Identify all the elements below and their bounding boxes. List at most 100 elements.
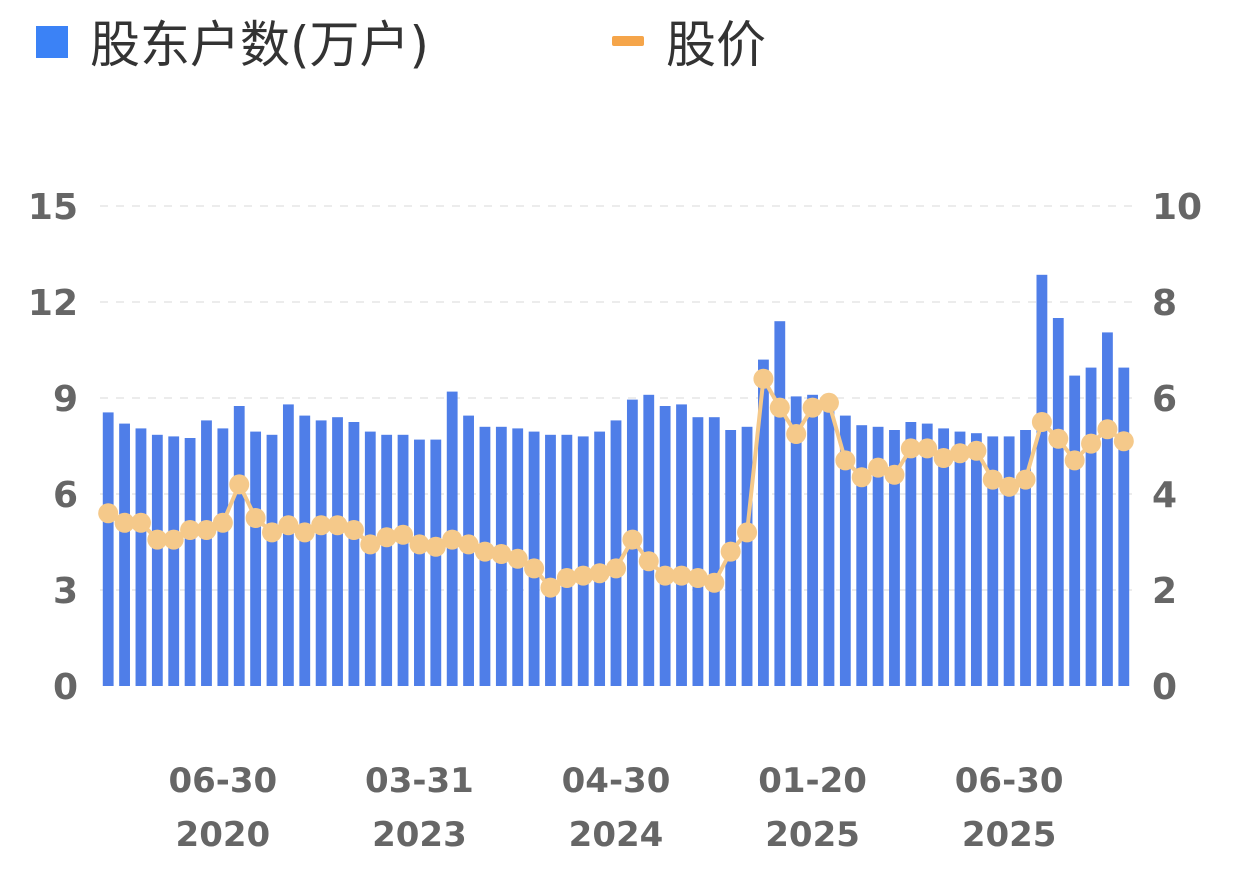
- price-point: [278, 515, 299, 536]
- bar-holders: [1052, 318, 1064, 686]
- price-point: [474, 541, 495, 562]
- bar-holders: [823, 402, 835, 686]
- price-point: [868, 457, 889, 478]
- bar-holders: [954, 431, 966, 686]
- price-point: [294, 522, 315, 543]
- left-axis-tick-label: 15: [28, 187, 78, 228]
- bar-holders: [1036, 274, 1048, 686]
- bar-holders: [348, 422, 360, 686]
- price-point: [917, 438, 938, 459]
- price-point: [1097, 419, 1118, 440]
- price-point: [1048, 428, 1069, 449]
- price-point: [360, 534, 381, 555]
- bar-holders: [758, 359, 769, 686]
- right-axis-tick-label: 6: [1152, 379, 1177, 420]
- price-point: [835, 450, 856, 471]
- bar-holders: [1069, 375, 1081, 686]
- price-point: [1031, 412, 1052, 432]
- price-point: [130, 512, 151, 533]
- bar-holders: [414, 439, 425, 686]
- price-point: [687, 568, 708, 588]
- price-point: [933, 448, 954, 468]
- bar-holders: [872, 426, 884, 686]
- bar-holders: [938, 428, 950, 686]
- bar-holders: [561, 434, 573, 686]
- x-tick-year: 2025: [765, 815, 860, 855]
- price-point: [376, 527, 397, 548]
- bar-holders: [364, 431, 376, 686]
- bar-holders: [790, 396, 802, 686]
- price-point: [589, 563, 610, 584]
- bar-holders: [577, 436, 589, 686]
- bar-holders: [151, 434, 163, 686]
- price-point: [524, 558, 545, 579]
- price-point: [900, 438, 921, 459]
- price-point: [950, 443, 970, 464]
- x-tick-date: 06-30: [168, 761, 277, 801]
- bar-holders: [1118, 367, 1130, 686]
- right-axis-tick-label: 4: [1152, 475, 1177, 516]
- bar-holders: [856, 425, 868, 686]
- bar-holders: [545, 434, 556, 686]
- price-point: [327, 515, 348, 536]
- bar-holders: [921, 423, 933, 686]
- bar-series-holders: [102, 274, 1130, 686]
- right-axis-tick-label: 8: [1152, 283, 1177, 324]
- bar-holders: [1102, 332, 1113, 686]
- bar-holders: [119, 423, 130, 686]
- bar-holders: [332, 417, 343, 686]
- price-point: [622, 529, 643, 550]
- bar-holders: [1020, 430, 1031, 686]
- price-point: [540, 577, 561, 598]
- line-series-price: [98, 368, 1134, 598]
- legend-line-swatch: [612, 36, 644, 46]
- x-tick-date: 04-30: [562, 761, 671, 801]
- price-point: [851, 467, 872, 488]
- price-point: [818, 392, 839, 413]
- bar-holders: [659, 406, 671, 686]
- left-axis-tick-label: 0: [53, 667, 78, 708]
- price-point: [212, 512, 233, 533]
- price-point: [425, 536, 446, 557]
- bar-holders: [1003, 436, 1015, 686]
- price-point: [638, 551, 659, 572]
- bar-holders: [594, 431, 606, 686]
- legend-bar-label: 股东户数(万户): [90, 16, 429, 74]
- price-point: [769, 397, 790, 418]
- price-point: [1015, 469, 1036, 490]
- x-tick-year: 2024: [569, 815, 664, 855]
- bar-holders: [987, 436, 999, 686]
- price-point: [196, 520, 217, 540]
- price-point: [606, 558, 626, 579]
- price-point: [180, 520, 201, 540]
- right-y-axis: 0 2 4 6 8 10: [1152, 187, 1202, 708]
- price-point: [114, 512, 135, 533]
- bar-holders: [102, 412, 114, 686]
- price-point: [982, 469, 1003, 490]
- price-point: [737, 522, 758, 543]
- price-point: [311, 515, 332, 536]
- bar-holders: [299, 415, 311, 686]
- price-point: [147, 529, 168, 550]
- price-point: [966, 440, 987, 461]
- price-point: [163, 529, 184, 550]
- x-axis: 06-30 2020 03-31 2023 04-30 2024 01-20 2025 06-3…: [168, 761, 1063, 855]
- price-point: [884, 464, 905, 485]
- price-point: [442, 529, 463, 550]
- price-point: [1081, 433, 1102, 454]
- price-point: [491, 544, 512, 564]
- price-point: [262, 522, 282, 543]
- bar-holders: [266, 434, 278, 686]
- price-point: [999, 476, 1020, 497]
- right-axis-tick-label: 2: [1152, 571, 1177, 612]
- legend-line-label: 股价: [666, 16, 766, 74]
- bar-holders: [282, 404, 294, 686]
- bar-holders: [774, 321, 786, 686]
- bar-holders: [610, 420, 622, 686]
- bar-holders: [201, 420, 212, 686]
- x-tick-year: 2020: [176, 815, 271, 855]
- bar-holders: [970, 433, 982, 686]
- bar-holders: [692, 417, 704, 686]
- right-axis-tick-label: 10: [1152, 187, 1202, 228]
- bar-holders: [430, 439, 442, 686]
